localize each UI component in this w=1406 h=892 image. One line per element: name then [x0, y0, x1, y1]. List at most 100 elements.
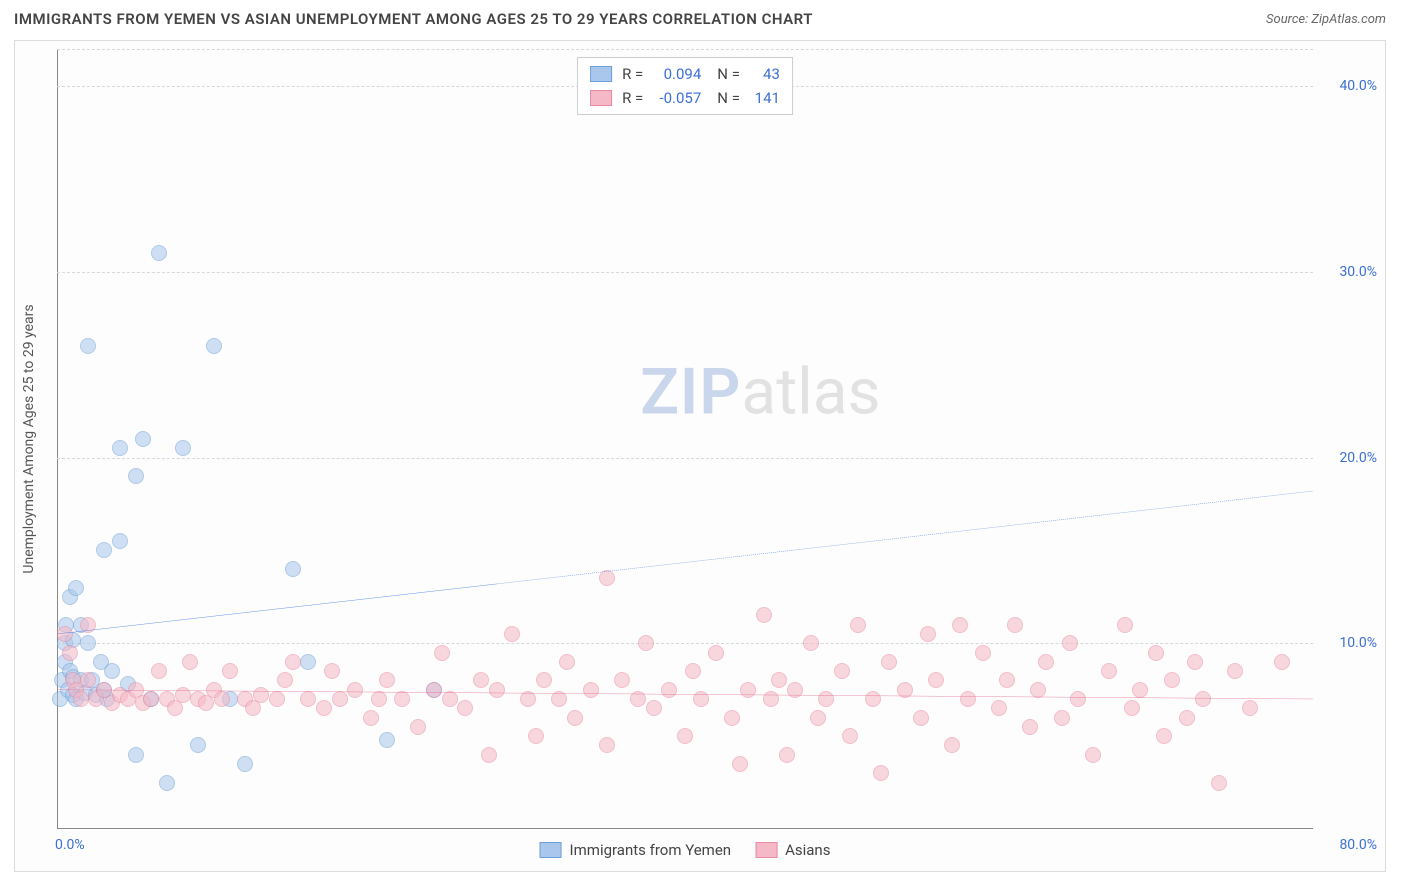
scatter-point [175, 440, 191, 456]
scatter-point [528, 728, 544, 744]
scatter-point [80, 617, 96, 633]
scatter-point [1156, 728, 1172, 744]
scatter-point [1179, 710, 1195, 726]
scatter-point [80, 672, 96, 688]
scatter-point [999, 672, 1015, 688]
scatter-point [583, 682, 599, 698]
scatter-point [913, 710, 929, 726]
scatter-point [740, 682, 756, 698]
scatter-point [763, 691, 779, 707]
stats-legend-box: R =0.094N =43R =-0.057N =141 [577, 57, 793, 115]
scatter-point [771, 672, 787, 688]
plot-area: ZIPatlas Unemployment Among Ages 25 to 2… [57, 49, 1313, 829]
scatter-point [128, 468, 144, 484]
chart-container: ZIPatlas Unemployment Among Ages 25 to 2… [14, 40, 1386, 872]
x-tick-right: 80.0% [1339, 837, 1377, 853]
scatter-point [1038, 654, 1054, 670]
y-tick-label: 30.0% [1321, 264, 1377, 280]
scatter-point [897, 682, 913, 698]
scatter-point [504, 626, 520, 642]
scatter-point [277, 672, 293, 688]
scatter-point [489, 682, 505, 698]
scatter-point [920, 626, 936, 642]
scatter-point [787, 682, 803, 698]
scatter-point [112, 533, 128, 549]
scatter-point [1227, 663, 1243, 679]
y-tick-label: 10.0% [1321, 635, 1377, 651]
scatter-point [685, 663, 701, 679]
scatter-point [73, 691, 89, 707]
scatter-point [80, 635, 96, 651]
scatter-point [1148, 645, 1164, 661]
stat-n-label: N = [717, 86, 740, 110]
scatter-point [881, 654, 897, 670]
scatter-point [151, 663, 167, 679]
legend-label: Immigrants from Yemen [570, 841, 732, 859]
scatter-point [960, 691, 976, 707]
scatter-point [442, 691, 458, 707]
scatter-point [630, 691, 646, 707]
stat-r-value: -0.057 [649, 86, 701, 110]
scatter-point [347, 682, 363, 698]
scatter-point [332, 691, 348, 707]
scatter-point [991, 700, 1007, 716]
scatter-point [944, 737, 960, 753]
scatter-point [638, 635, 654, 651]
scatter-point [206, 338, 222, 354]
scatter-point [285, 561, 301, 577]
scatter-point [57, 626, 73, 642]
scatter-point [143, 691, 159, 707]
scatter-point [1164, 672, 1180, 688]
scatter-point [457, 700, 473, 716]
scatter-point [842, 728, 858, 744]
y-axis-label: Unemployment Among Ages 25 to 29 years [21, 304, 37, 573]
scatter-point [1007, 617, 1023, 633]
scatter-point [1101, 663, 1117, 679]
scatter-point [363, 710, 379, 726]
x-tick-left: 0.0% [55, 837, 85, 853]
scatter-point [834, 663, 850, 679]
scatter-point [434, 645, 450, 661]
scatter-point [300, 691, 316, 707]
scatter-point [693, 691, 709, 707]
stat-r-value: 0.094 [649, 62, 701, 86]
scatter-point [190, 737, 206, 753]
stats-row: R =0.094N =43 [590, 62, 780, 86]
stats-row: R =-0.057N =141 [590, 86, 780, 110]
scatter-point [873, 765, 889, 781]
scatter-point [952, 617, 968, 633]
scatter-point [1132, 682, 1148, 698]
scatter-point [182, 654, 198, 670]
legend-swatch [590, 90, 612, 106]
scatter-point [112, 440, 128, 456]
scatter-point [104, 663, 120, 679]
scatter-point [559, 654, 575, 670]
scatter-point [661, 682, 677, 698]
scatter-point [975, 645, 991, 661]
stat-n-label: N = [717, 62, 740, 86]
scatter-point [520, 691, 536, 707]
scatter-point [1195, 691, 1211, 707]
scatter-point [473, 672, 489, 688]
scatter-point [269, 691, 285, 707]
scatter-point [285, 654, 301, 670]
legend-item: Immigrants from Yemen [540, 841, 732, 859]
stat-n-value: 141 [746, 86, 780, 110]
scatter-point [850, 617, 866, 633]
scatter-point [724, 710, 740, 726]
legend-swatch [590, 66, 612, 82]
scatter-point [614, 672, 630, 688]
scatter-point [708, 645, 724, 661]
scatter-point [1211, 775, 1227, 791]
scatter-point [128, 747, 144, 763]
scatter-point [865, 691, 881, 707]
y-tick-label: 20.0% [1321, 450, 1377, 466]
scatter-point [1117, 617, 1133, 633]
scatter-point [135, 431, 151, 447]
scatter-point [646, 700, 662, 716]
scatter-point [394, 691, 410, 707]
scatter-point [732, 756, 748, 772]
bottom-legend: Immigrants from YemenAsians [540, 841, 831, 859]
scatter-point [1054, 710, 1070, 726]
scatter-point [371, 691, 387, 707]
